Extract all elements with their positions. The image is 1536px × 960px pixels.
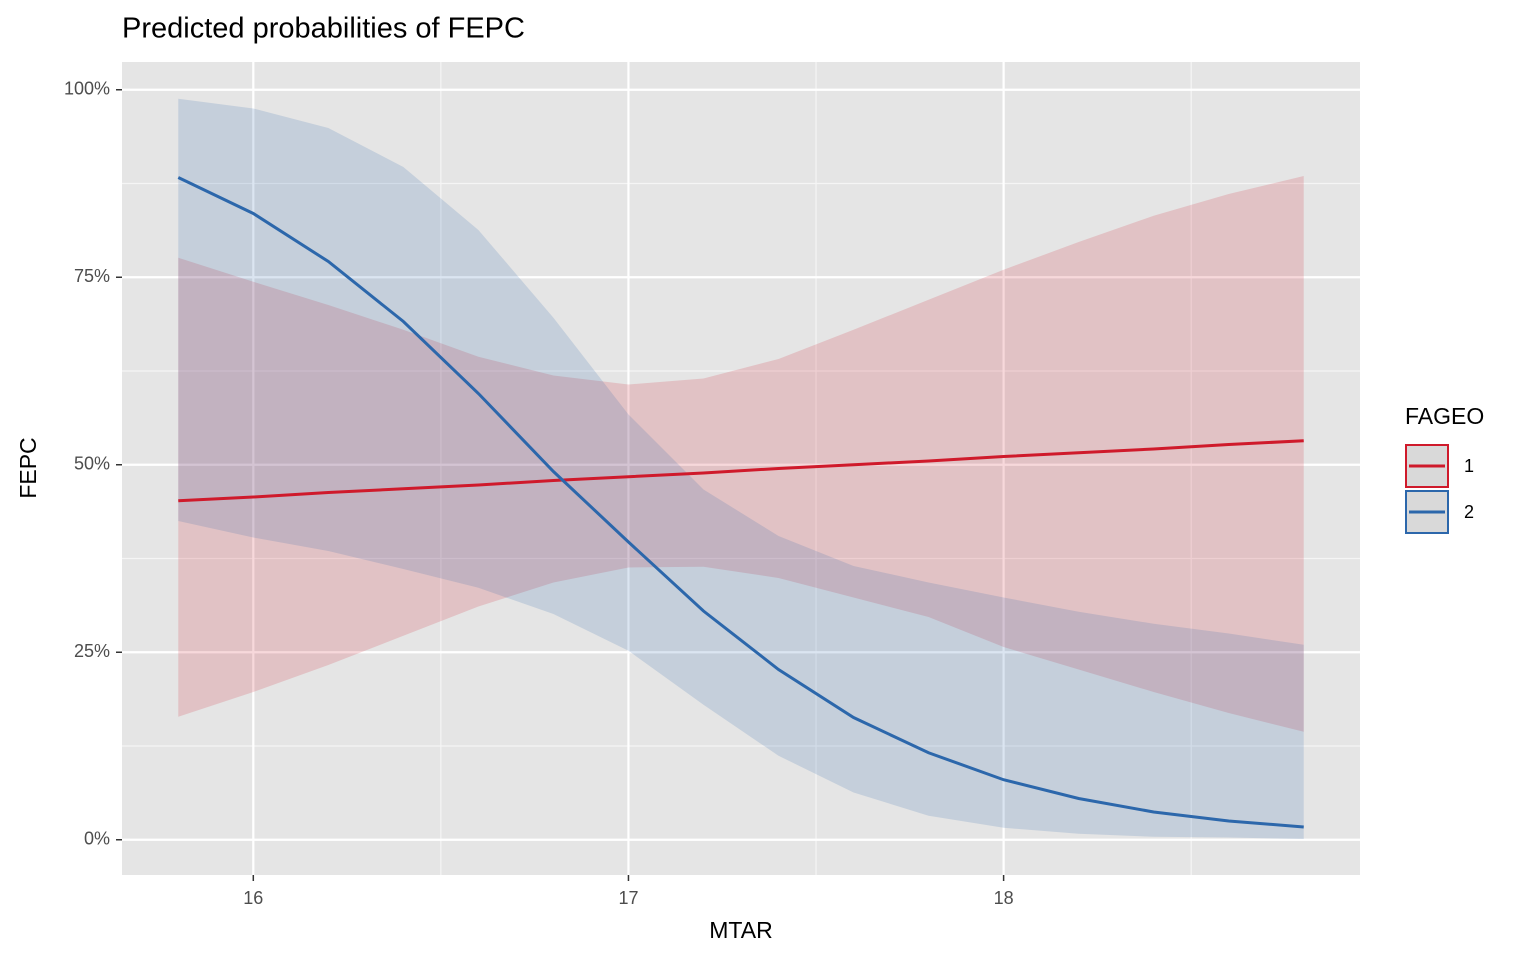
panel xyxy=(122,62,1360,875)
line xyxy=(177,176,1304,829)
y-tick-label: 100% xyxy=(64,79,110,99)
x-axis-title: MTAR xyxy=(709,917,772,943)
legend-label: 2 xyxy=(1464,502,1474,522)
confidence-band xyxy=(178,98,1304,839)
legend-item: 1 xyxy=(1405,444,1474,488)
x-tick-label: 16 xyxy=(243,888,263,908)
legend-title: FAGEO xyxy=(1405,403,1484,429)
y-tick-label: 75% xyxy=(74,266,110,286)
chart-title: Predicted probabilities of FEPC xyxy=(122,13,525,45)
legend-item: 2 xyxy=(1405,490,1474,534)
y-tick-label: 0% xyxy=(84,829,110,849)
y-axis-title: FEPC xyxy=(15,437,41,498)
y-tick-label: 25% xyxy=(74,641,110,661)
x-tick-label: 17 xyxy=(618,888,638,908)
x-tick-label: 18 xyxy=(994,888,1014,908)
confidence-band xyxy=(178,176,1304,732)
line xyxy=(178,439,1304,503)
y-tick-label: 50% xyxy=(74,454,110,474)
legend-label: 1 xyxy=(1464,456,1474,476)
